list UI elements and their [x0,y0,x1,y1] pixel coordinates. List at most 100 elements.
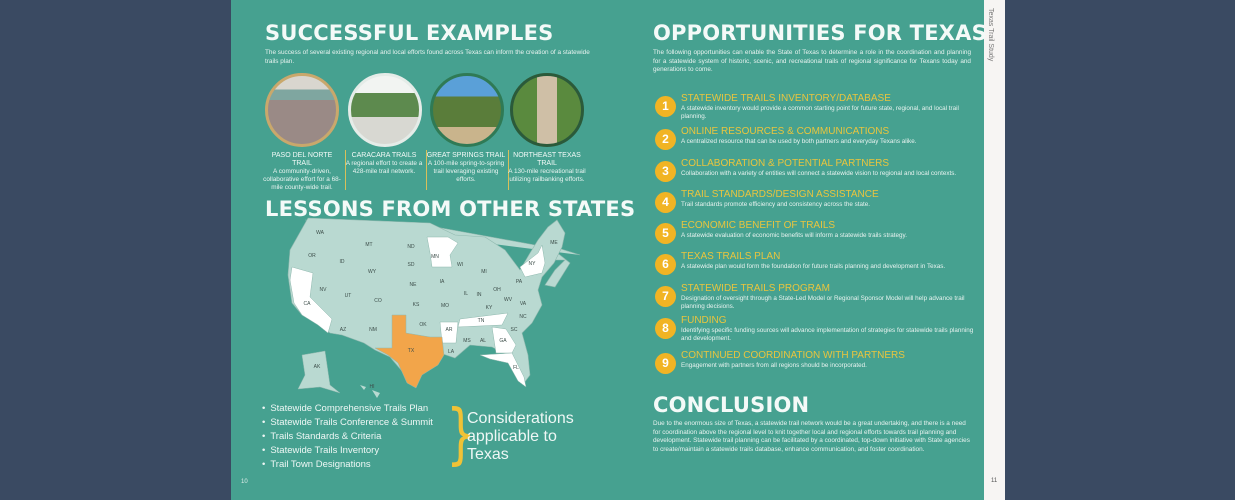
item-number-badge: 5 [655,223,676,244]
item-number-badge: 7 [655,286,676,307]
state-label-wy: WY [368,269,377,275]
state-label-mi: MI [481,269,487,275]
item-number-badge: 1 [655,96,676,117]
state-label-nv: NV [320,287,328,293]
example-name: NORTHEAST TEXAS TRAIL [513,152,581,167]
side-strip: Texas Trail Study 11 [984,0,1005,500]
item-title: STATEWIDE TRAILS PROGRAM [681,283,830,294]
state-label-ky: KY [486,305,493,311]
considerations-label: Considerations applicable to Texas [467,410,574,463]
state-label-pa: PA [516,279,523,285]
example-desc: A regional effort to create a 428-mile t… [345,160,423,175]
conclusion-title: CONCLUSION [653,393,810,417]
state-ca [289,266,333,334]
state-label-al: AL [480,338,486,344]
considerations-list: Statewide Comprehensive Trails Plan Stat… [262,402,433,472]
state-label-tn: TN [478,318,485,324]
example-desc: A community-driven, collaborative effort… [263,168,341,191]
state-label-ga: GA [499,338,507,344]
state-ny [519,244,546,278]
item-title: STATEWIDE TRAILS INVENTORY/DATABASE [681,93,891,104]
successful-examples-title: SUCCESSFUL EXAMPLES [265,21,554,45]
state-label-tx: TX [408,348,415,354]
state-label-ut: UT [345,293,352,299]
divider [508,150,509,190]
right-page [617,0,984,500]
state-ar [439,321,459,344]
state-label-va: VA [520,301,527,307]
state-label-wv: WV [504,297,513,303]
state-label-ks: KS [413,302,420,308]
item-number-badge: 3 [655,161,676,182]
state-label-ok: OK [419,322,427,328]
item-number-badge: 2 [655,129,676,150]
item-description: Designation of oversight through a State… [681,295,965,310]
state-label-oh: OH [493,287,501,293]
consideration-item: Statewide Trails Conference & Summit [262,416,433,430]
item-description: A statewide evaluation of economic benef… [681,232,907,239]
state-label-id: ID [340,259,345,265]
state-label-ny: NY [529,261,537,267]
consideration-item: Trails Standards & Criteria [262,430,433,444]
example-card: NORTHEAST TEXAS TRAIL A 130-mile recreati… [507,152,587,184]
example-name: PASO DEL NORTE TRAIL [271,152,333,167]
example-name: CARACARA TRAILS [351,152,417,159]
item-title: COLLABORATION & POTENTIAL PARTNERS [681,158,890,169]
item-title: CONTINUED COORDINATION WITH PARTNERS [681,350,905,361]
state-label-hi: HI [370,384,375,390]
state-label-sc: SC [511,327,518,333]
page-number-left: 10 [241,479,248,485]
state-label-il: IL [464,291,468,297]
state-label-ar: AR [446,327,453,333]
item-description: Collaboration with a variety of entities… [681,170,957,177]
state-label-ca: CA [304,301,312,307]
state-label-az: AZ [340,327,346,333]
state-label-mn: MN [431,254,439,260]
state-ga [491,326,517,354]
divider [426,150,427,190]
conclusion-text: Due to the enormous size of Texas, a sta… [653,420,970,453]
opportunities-intro: The following opportunities can enable t… [653,49,971,74]
paso-del-norte-photo [265,73,339,147]
item-number-badge: 4 [655,192,676,213]
hawaii-shape [360,385,380,398]
item-title: TRAIL STANDARDS/DESIGN ASSISTANCE [681,189,879,200]
item-title: FUNDING [681,315,727,326]
examples-intro: The success of several existing regional… [265,49,590,65]
alaska-shape [297,350,341,394]
item-description: Identifying specific funding sources wil… [681,327,974,342]
state-label-co: CO [374,298,382,304]
example-card: PASO DEL NORTE TRAIL A community-driven, … [262,152,342,192]
caracara-photo [348,73,422,147]
state-label-in: IN [477,292,482,298]
example-card: GREAT SPRINGS TRAIL A 100-mile spring-to-… [426,152,506,184]
state-label-ak: AK [314,364,321,370]
state-label-ms: MS [463,338,471,344]
item-title: ECONOMIC BENEFIT OF TRAILS [681,220,836,231]
divider [345,150,346,190]
side-label: Texas Trail Study [987,8,994,62]
item-description: A statewide inventory would provide a co… [681,105,959,120]
item-description: A centralized resource that can be used … [681,138,917,145]
state-label-wa: WA [316,230,325,236]
item-title: TEXAS TRAILS PLAN [681,251,781,262]
state-label-mo: MO [441,303,449,309]
example-card: CARACARA TRAILS A regional effort to crea… [344,152,424,176]
great-springs-photo [430,73,504,147]
state-tx [374,314,445,389]
lessons-title: LESSONS FROM OTHER STATES [265,197,636,221]
item-description: A statewide plan would form the foundati… [681,263,946,270]
state-label-sd: SD [408,262,415,268]
state-fl [479,352,527,388]
state-label-la: LA [448,349,455,355]
example-name: GREAT SPRINGS TRAIL [426,152,506,159]
item-title: ONLINE RESOURCES & COMMUNICATIONS [681,126,890,137]
state-label-mt: MT [365,242,372,248]
item-description: Engagement with partners from all region… [681,362,867,369]
example-desc: A 130-mile recreational trail utilizing … [508,168,586,183]
item-number-badge: 9 [655,353,676,374]
state-label-nd: ND [407,244,415,250]
state-label-ia: IA [440,279,445,285]
state-mn [426,236,459,268]
state-label-me: ME [550,240,558,246]
